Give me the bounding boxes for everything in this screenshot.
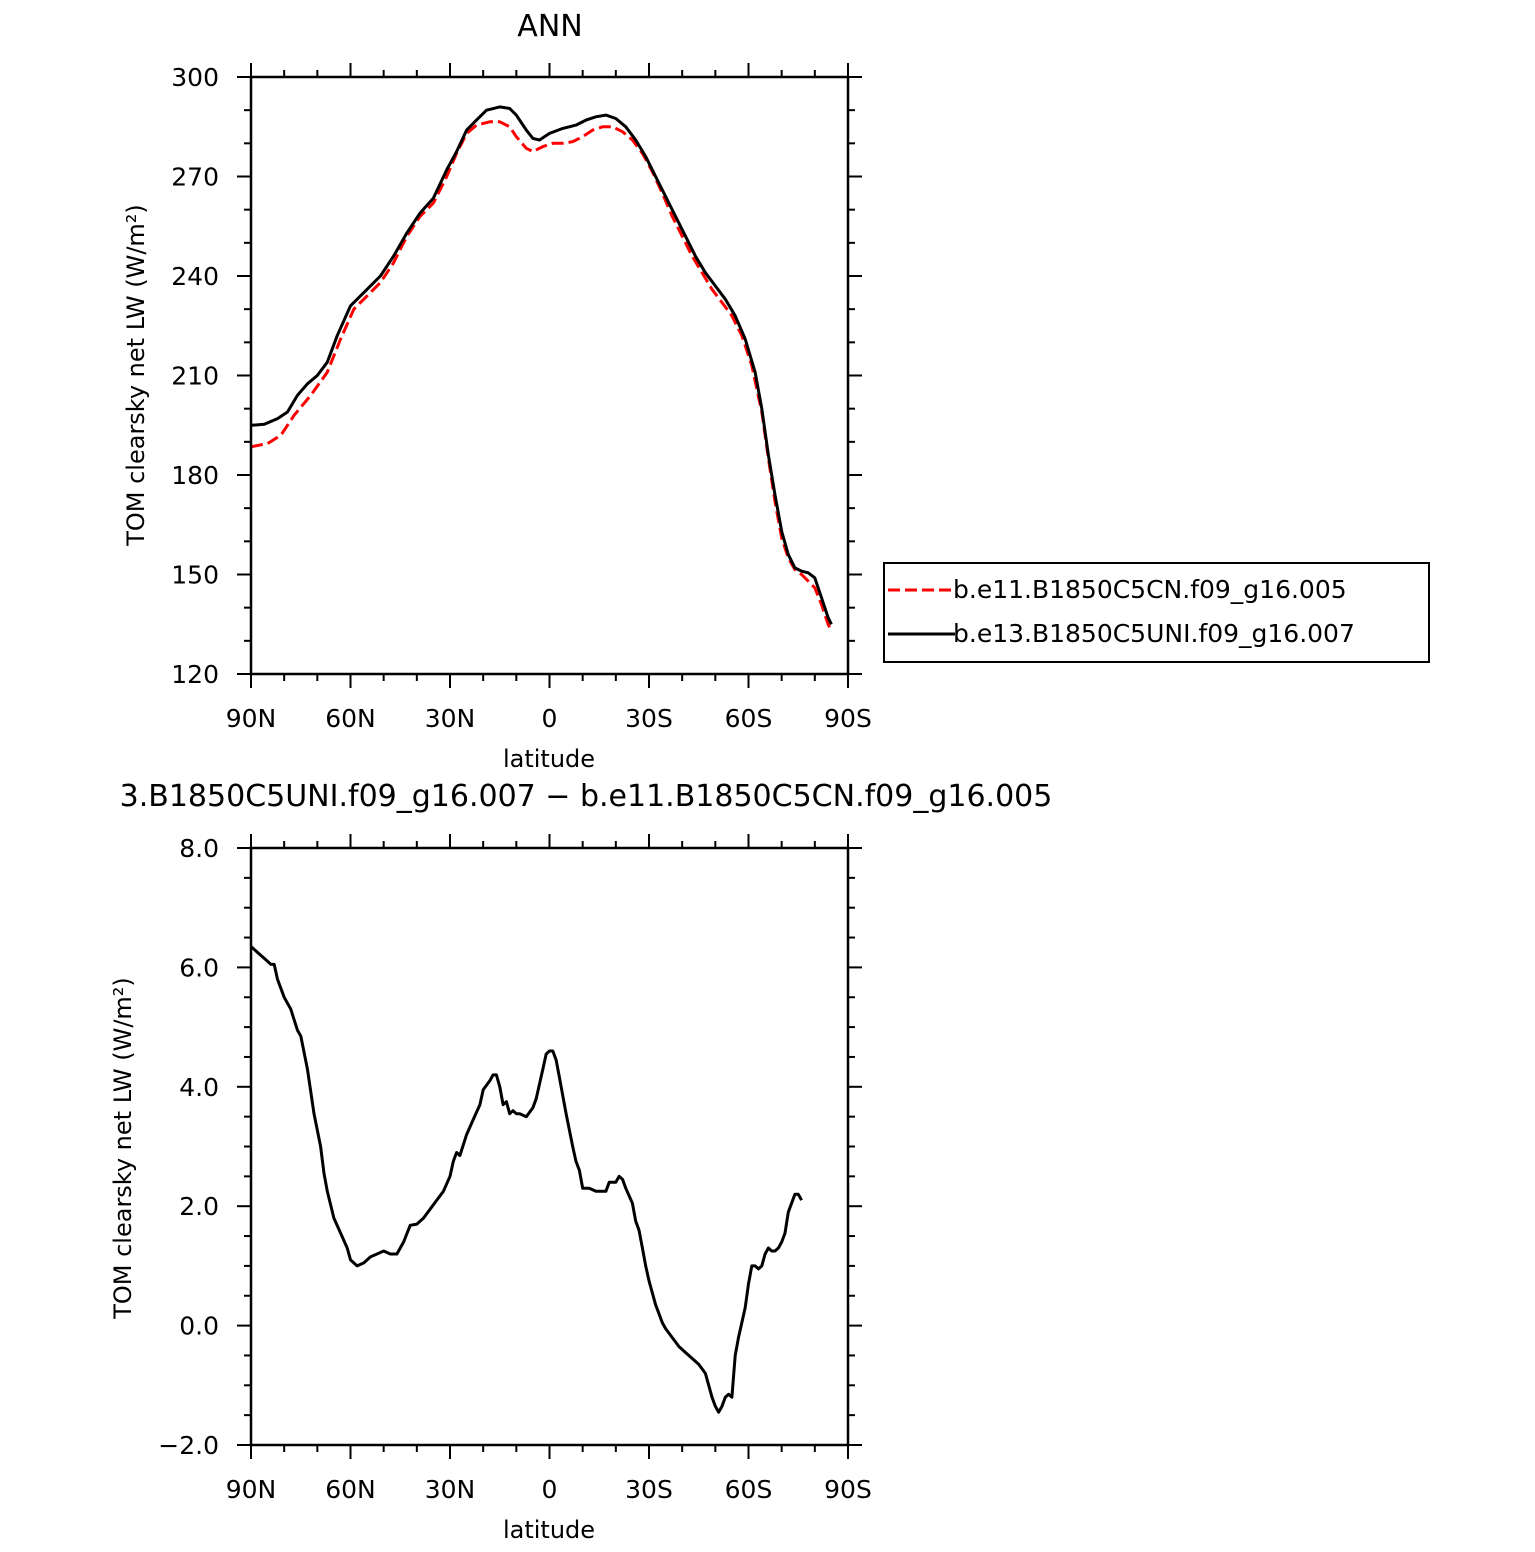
top-y-tick-label: 300	[171, 63, 219, 92]
legend-label-series-1: b.e11.B1850C5CN.f09_g16.005	[953, 575, 1347, 604]
bottom-y-tick-label: 0.0	[179, 1312, 219, 1341]
top-series-lines	[250, 105, 833, 632]
legend: b.e11.B1850C5CN.f09_g16.005 b.e13.B1850C…	[883, 562, 1430, 663]
top-chart-title: ANN	[517, 9, 582, 44]
top-x-axis-title: latitude	[503, 745, 595, 773]
top-panel: ANN 90N 60N 30N 0 30S 60S 90S 300 270 240 210 180 15…	[122, 9, 872, 773]
bottom-x-tick-label: 90N	[226, 1475, 277, 1504]
bottom-x-tick-label: 60N	[325, 1475, 376, 1504]
top-x-tick-label: 30S	[625, 704, 673, 733]
top-series-line-1	[250, 120, 833, 632]
bottom-x-tick-label: 0	[542, 1475, 558, 1504]
top-x-tick-label: 0	[542, 704, 558, 733]
top-y-tick-label: 270	[171, 163, 219, 192]
bottom-panel: 3.B1850C5UNI.f09_g16.007 − b.e11.B1850C5…	[109, 779, 1052, 1544]
bottom-series-lines	[249, 945, 803, 1414]
legend-box	[883, 562, 1430, 663]
top-y-tick-label: 210	[171, 362, 219, 391]
top-y-axis-title: TOM clearsky net LW (W/m²)	[122, 204, 150, 547]
top-ticks: 90N 60N 30N 0 30S 60S 90S 300 270 240 210 180 150 120	[171, 63, 872, 733]
top-y-tick-label: 180	[171, 461, 219, 490]
top-x-tick-label: 30N	[425, 704, 476, 733]
bottom-plot-frame	[249, 846, 850, 1447]
bottom-y-tick-label: 8.0	[179, 834, 219, 863]
bottom-y-tick-label: 2.0	[179, 1192, 219, 1221]
bottom-y-axis-title: TOM clearsky net LW (W/m²)	[109, 977, 137, 1320]
bottom-y-tick-label: −2.0	[158, 1431, 219, 1460]
bottom-x-tick-label: 90S	[824, 1475, 872, 1504]
top-y-tick-label: 240	[171, 262, 219, 291]
top-x-tick-label: 60S	[725, 704, 773, 733]
bottom-y-tick-label: 6.0	[179, 953, 219, 982]
bottom-x-axis-title: latitude	[503, 1516, 595, 1544]
bottom-y-tick-label: 4.0	[179, 1073, 219, 1102]
bottom-x-tick-label: 30N	[425, 1475, 476, 1504]
top-x-tick-label: 90N	[226, 704, 277, 733]
bottom-ticks: 90N 60N 30N 0 30S 60S 90S 8.0 6.0 4.0 2.0 0.0 −2.0	[158, 834, 872, 1504]
top-y-tick-label: 150	[171, 561, 219, 590]
top-series-line-2	[250, 105, 833, 625]
top-x-tick-label: 60N	[325, 704, 376, 733]
top-x-tick-label: 90S	[824, 704, 872, 733]
bottom-x-tick-label: 30S	[625, 1475, 673, 1504]
bottom-x-tick-label: 60S	[725, 1475, 773, 1504]
legend-label-series-2: b.e13.B1850C5UNI.f09_g16.007	[953, 619, 1355, 648]
top-y-tick-label: 120	[171, 660, 219, 689]
top-plot-frame	[249, 75, 850, 676]
bottom-series-line-1	[249, 945, 803, 1414]
bottom-chart-title: 3.B1850C5UNI.f09_g16.007 − b.e11.B1850C5…	[120, 779, 1053, 814]
